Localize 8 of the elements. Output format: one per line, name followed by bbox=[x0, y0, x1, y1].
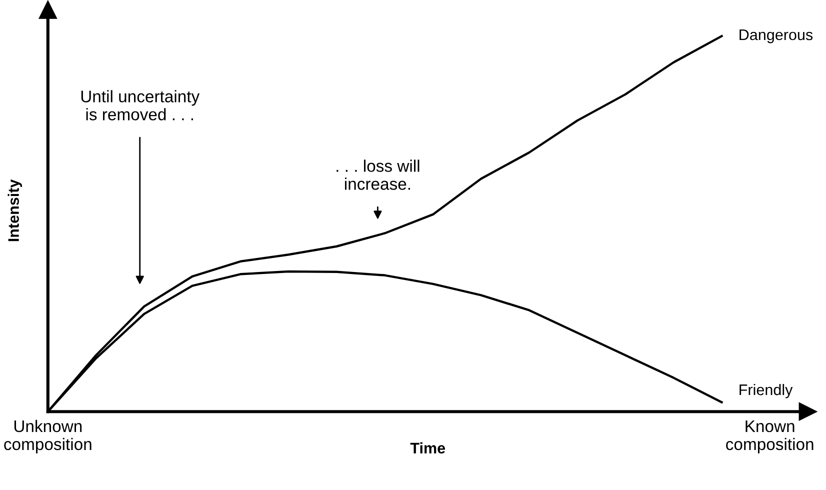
x-tick-label: Unknown composition bbox=[4, 420, 92, 454]
y-axis-title: Intensity bbox=[8, 179, 22, 242]
series-label: Dangerous bbox=[740, 30, 813, 44]
x-axis-title: Time bbox=[410, 442, 446, 454]
series-label: Friendly bbox=[740, 384, 793, 398]
x-tick-label: Known composition bbox=[726, 420, 814, 454]
annotation: . . . loss will increase. bbox=[336, 160, 420, 190]
annotation: Until uncertainty is removed . . . bbox=[81, 90, 200, 120]
